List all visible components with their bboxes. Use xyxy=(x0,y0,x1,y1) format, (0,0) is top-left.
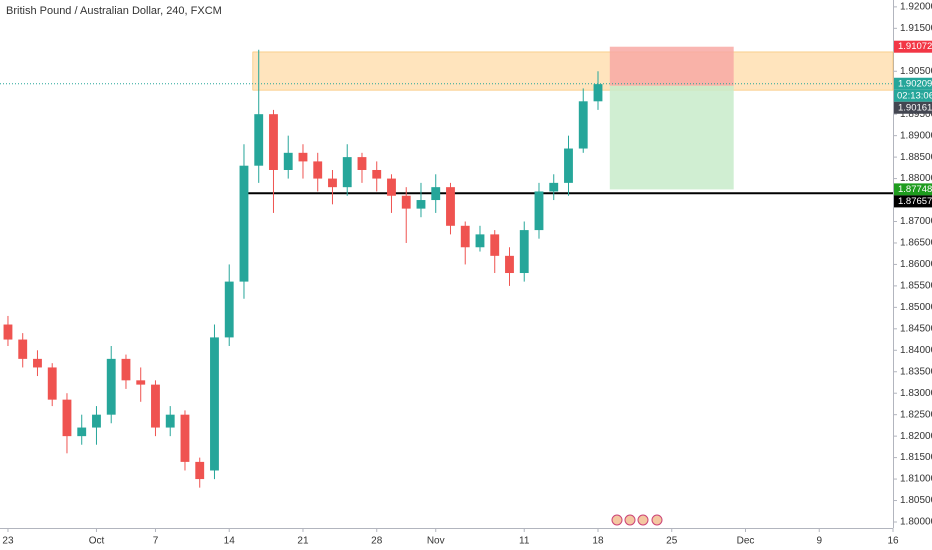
event-icon xyxy=(651,514,663,526)
price-tag-label: 1.91072 xyxy=(898,41,932,52)
x-tick-label: 21 xyxy=(297,536,309,547)
candle-body xyxy=(519,230,529,274)
candle-body xyxy=(210,337,219,471)
event-icon xyxy=(624,514,636,526)
y-tick-label: 1.87000 xyxy=(900,216,932,227)
countdown-tag xyxy=(894,89,932,102)
candle-body xyxy=(165,414,175,428)
y-tick-label: 1.84000 xyxy=(900,345,932,356)
candle-body xyxy=(92,414,101,428)
candle-body xyxy=(254,114,264,166)
candle-body xyxy=(283,152,293,170)
y-tick-label: 1.89000 xyxy=(900,130,932,141)
x-tick-label: Nov xyxy=(427,536,445,547)
candle-body xyxy=(549,182,559,192)
candle-body xyxy=(475,234,485,248)
candle-body xyxy=(121,358,131,381)
y-tick-label: 1.85500 xyxy=(900,281,932,292)
candle-body xyxy=(106,358,116,415)
candle-body xyxy=(460,225,470,248)
price-tag xyxy=(894,183,932,196)
candle-body xyxy=(136,380,146,385)
price-tag-label: 1.87657 xyxy=(898,196,932,207)
x-tick-label: 9 xyxy=(816,536,822,547)
candle-body xyxy=(357,157,367,170)
price-tag-label: 1.87748 xyxy=(898,184,932,195)
y-tick-label: 1.83000 xyxy=(900,388,932,399)
candle-body xyxy=(372,169,382,179)
y-tick-label: 1.81000 xyxy=(900,474,932,485)
price-tag xyxy=(894,101,932,114)
x-tick-label: 28 xyxy=(371,536,383,547)
candle-body xyxy=(490,234,500,256)
zone xyxy=(609,85,734,190)
x-tick-label: 23 xyxy=(2,536,14,547)
y-tick-label: 1.92000 xyxy=(900,2,932,13)
candle-body xyxy=(328,178,337,188)
candle-body xyxy=(195,461,205,480)
x-tick-label: 14 xyxy=(224,536,236,547)
price-tag xyxy=(894,195,932,208)
candle-body xyxy=(534,191,544,231)
countdown-label: 02:13:06 xyxy=(897,90,932,101)
y-tick-label: 1.80500 xyxy=(900,495,932,506)
candle-body xyxy=(180,414,190,462)
y-tick-label: 1.86000 xyxy=(900,259,932,270)
y-tick-label: 1.90500 xyxy=(900,66,932,77)
price-tag xyxy=(894,40,932,53)
x-tick-label: Oct xyxy=(89,536,105,547)
chart-title: British Pound / Australian Dollar, 240, … xyxy=(6,5,222,17)
candle-body xyxy=(298,152,308,162)
candle-body xyxy=(224,281,234,338)
y-tick-label: 1.88000 xyxy=(900,173,932,184)
y-tick-label: 1.85000 xyxy=(900,302,932,313)
candle-body xyxy=(239,165,249,282)
candle-body xyxy=(416,200,426,209)
candle-body xyxy=(342,157,352,188)
x-tick-label: Dec xyxy=(737,536,755,547)
candle-body xyxy=(578,101,588,149)
candle-body xyxy=(401,195,411,209)
x-tick-label: 16 xyxy=(887,536,899,547)
candle-body xyxy=(387,178,396,196)
zone xyxy=(252,51,894,91)
price-tag-label: 1.90161 xyxy=(898,102,932,113)
candle-body xyxy=(593,84,603,102)
x-tick-label: 25 xyxy=(666,536,678,547)
event-icon xyxy=(637,514,649,526)
candle-body xyxy=(431,187,441,201)
y-tick-label: 1.82000 xyxy=(900,431,932,442)
candle-body xyxy=(446,187,455,226)
x-tick-label: 7 xyxy=(153,536,159,547)
price-tag xyxy=(894,77,932,90)
y-tick-label: 1.88500 xyxy=(900,152,932,163)
y-tick-label: 1.83500 xyxy=(900,366,932,377)
candle-body xyxy=(313,161,323,179)
y-tick-label: 1.91500 xyxy=(900,23,932,34)
candle-body xyxy=(3,324,13,340)
y-tick-label: 1.86500 xyxy=(900,238,932,249)
price-tag-label: 1.90209 xyxy=(898,78,932,89)
candle-body xyxy=(62,399,72,437)
x-tick-label: 18 xyxy=(592,536,604,547)
y-tick-label: 1.89500 xyxy=(900,109,932,120)
x-tick-label: 11 xyxy=(519,536,530,547)
y-tick-label: 1.82500 xyxy=(900,409,932,420)
candle-body xyxy=(47,367,57,400)
y-tick-label: 1.84500 xyxy=(900,323,932,334)
event-icon xyxy=(611,514,623,526)
y-tick-label: 1.80000 xyxy=(900,517,932,528)
zone xyxy=(609,46,734,86)
candle-body xyxy=(564,148,573,183)
candle-body xyxy=(18,339,28,359)
candle-body xyxy=(77,427,87,437)
candle-body xyxy=(505,255,514,274)
y-tick-label: 1.81500 xyxy=(900,452,932,463)
candle-body xyxy=(269,114,278,170)
candle-body xyxy=(33,358,42,368)
event-icons xyxy=(611,514,663,526)
candle-body xyxy=(151,384,160,428)
